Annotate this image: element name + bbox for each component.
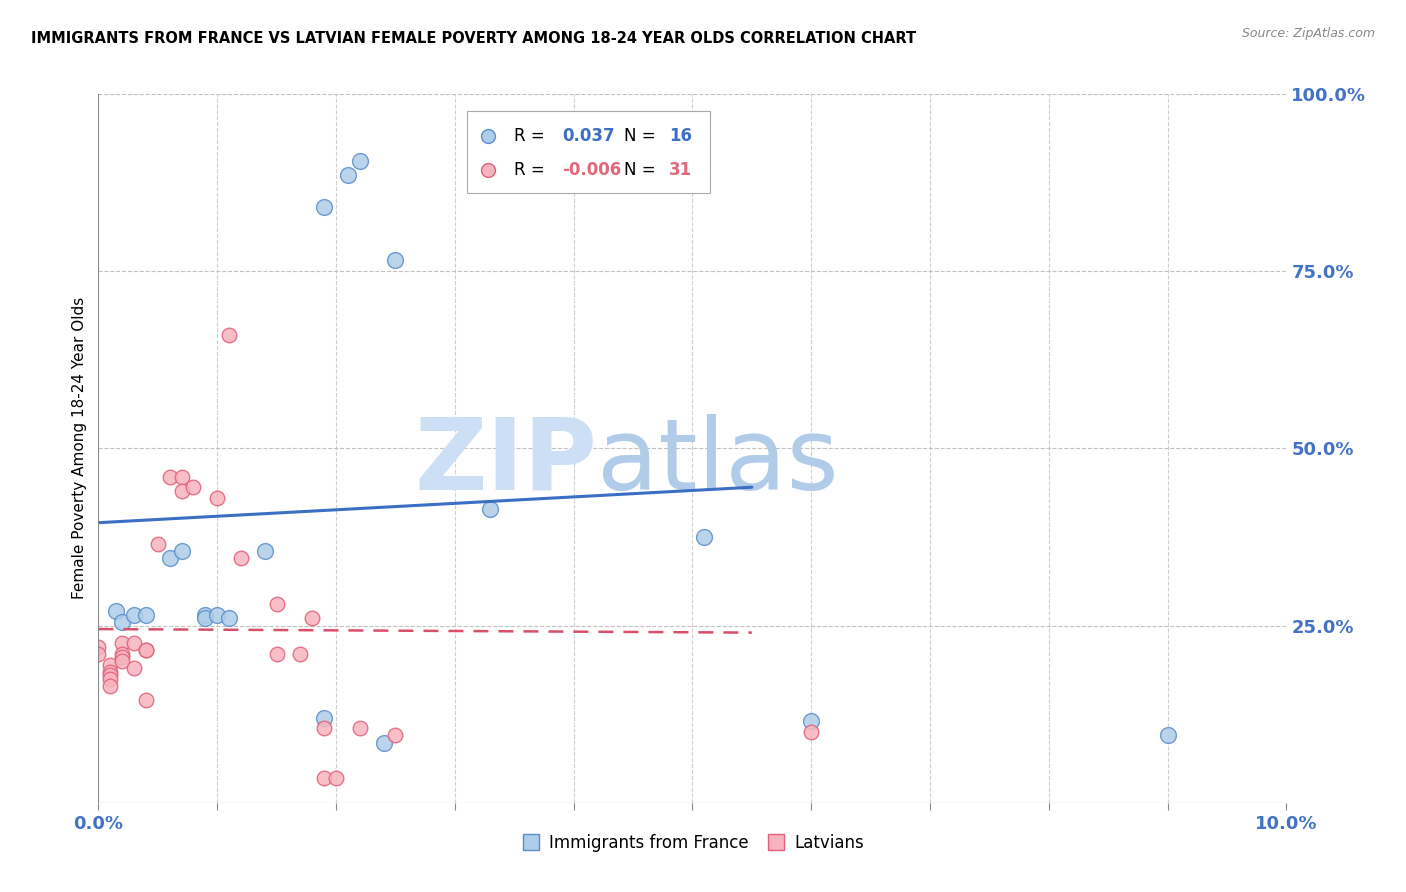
Point — [693, 530, 716, 544]
Text: N =: N = — [623, 161, 661, 178]
Point — [205, 607, 228, 622]
Point — [336, 168, 359, 182]
Point — [800, 724, 823, 739]
Point — [122, 607, 145, 622]
Point — [314, 771, 336, 785]
Text: R =: R = — [515, 128, 550, 145]
Point — [349, 154, 371, 169]
Point — [98, 657, 121, 672]
Point — [349, 722, 371, 736]
Point — [170, 544, 193, 558]
Point — [218, 327, 240, 342]
Point — [87, 640, 110, 654]
Point — [122, 636, 145, 650]
Point — [122, 661, 145, 675]
Point — [98, 672, 121, 686]
Point — [135, 607, 157, 622]
Point — [111, 654, 134, 668]
Point — [194, 607, 217, 622]
Text: 0.037: 0.037 — [562, 128, 614, 145]
Point — [87, 647, 110, 661]
Y-axis label: Female Poverty Among 18-24 Year Olds: Female Poverty Among 18-24 Year Olds — [72, 297, 87, 599]
Point — [314, 200, 336, 214]
Point — [253, 544, 276, 558]
Point — [105, 604, 128, 618]
Point — [205, 491, 228, 505]
Point — [290, 647, 312, 661]
Text: N =: N = — [623, 128, 661, 145]
Point — [373, 735, 395, 749]
Point — [146, 537, 169, 551]
Point — [800, 714, 823, 729]
Point — [479, 501, 502, 516]
Point — [159, 469, 181, 483]
Point — [170, 469, 193, 483]
Point — [384, 728, 406, 742]
Point — [98, 679, 121, 693]
Point — [218, 611, 240, 625]
Point — [1156, 728, 1178, 742]
FancyBboxPatch shape — [467, 112, 710, 193]
Point — [159, 551, 181, 566]
Point — [183, 480, 205, 494]
Point — [266, 647, 288, 661]
Text: 16: 16 — [669, 128, 692, 145]
Text: Source: ZipAtlas.com: Source: ZipAtlas.com — [1241, 27, 1375, 40]
Point — [135, 693, 157, 707]
Point — [135, 643, 157, 657]
Point — [135, 643, 157, 657]
Text: 31: 31 — [669, 161, 692, 178]
Point — [111, 647, 134, 661]
Point — [111, 636, 134, 650]
Point — [194, 611, 217, 625]
Point — [314, 722, 336, 736]
Point — [229, 551, 252, 566]
Point — [325, 771, 347, 785]
Text: -0.006: -0.006 — [562, 161, 621, 178]
Point — [98, 668, 121, 682]
Text: IMMIGRANTS FROM FRANCE VS LATVIAN FEMALE POVERTY AMONG 18-24 YEAR OLDS CORRELATI: IMMIGRANTS FROM FRANCE VS LATVIAN FEMALE… — [31, 31, 917, 46]
Text: atlas: atlas — [598, 414, 839, 511]
Point — [301, 611, 323, 625]
Point — [98, 665, 121, 679]
Text: R =: R = — [515, 161, 550, 178]
Point — [111, 615, 134, 629]
Text: ZIP: ZIP — [415, 414, 598, 511]
Point — [266, 597, 288, 611]
Point — [111, 650, 134, 665]
Point — [314, 711, 336, 725]
Point — [170, 483, 193, 498]
Point — [384, 253, 406, 268]
Legend: Immigrants from France, Latvians: Immigrants from France, Latvians — [515, 827, 870, 858]
